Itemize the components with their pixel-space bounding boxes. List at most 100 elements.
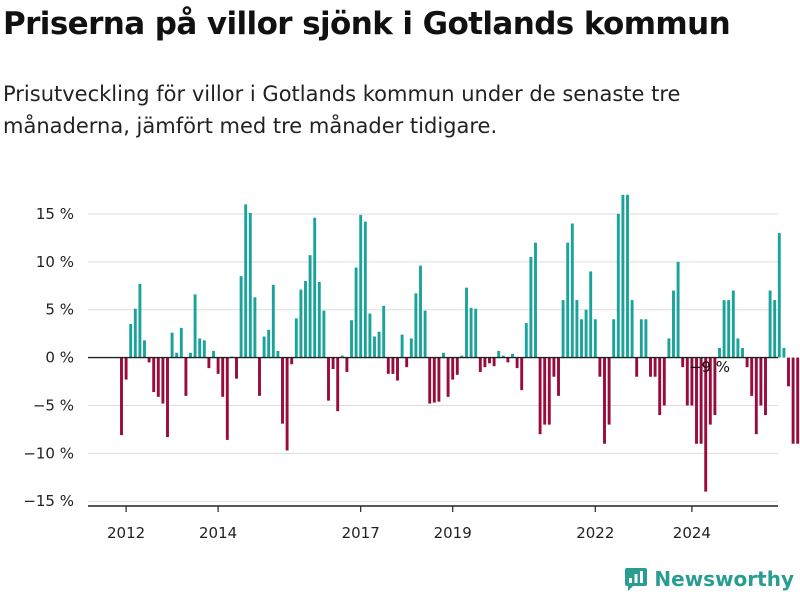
- brand-name: Newsworthy: [654, 567, 794, 591]
- bar: [488, 357, 491, 364]
- bar: [764, 357, 767, 416]
- bar: [506, 357, 510, 363]
- bar: [331, 357, 335, 370]
- bar: [644, 319, 648, 358]
- bar: [768, 290, 772, 358]
- x-tick-label: 2019: [434, 524, 472, 542]
- bar: [317, 281, 321, 358]
- x-tick-label: 2017: [342, 524, 380, 542]
- bar: [731, 290, 735, 358]
- bar: [345, 357, 349, 372]
- y-tick-label: −10 %: [23, 444, 74, 462]
- bar: [713, 357, 717, 416]
- bar: [442, 352, 445, 358]
- bar: [580, 319, 583, 358]
- bar: [304, 280, 307, 358]
- bar: [626, 194, 629, 358]
- bar: [133, 308, 137, 358]
- bar: [193, 294, 197, 358]
- bar: [428, 357, 432, 404]
- bar: [741, 348, 744, 358]
- bar: [782, 348, 786, 358]
- bar: [616, 213, 620, 358]
- bar: [276, 350, 280, 358]
- x-tick-label: 2014: [199, 524, 237, 542]
- bar: [483, 357, 487, 368]
- bar: [437, 357, 441, 402]
- bar: [299, 289, 303, 358]
- bar: [635, 357, 639, 377]
- bar: [515, 357, 519, 369]
- page-title: Priserna på villor sjönk i Gotlands komm…: [3, 6, 731, 42]
- bar: [745, 357, 749, 368]
- bar: [161, 357, 165, 404]
- axes: [88, 356, 778, 512]
- bar: [414, 293, 418, 358]
- bar: [147, 357, 151, 363]
- bars: [120, 194, 800, 492]
- bar: [359, 214, 363, 358]
- bar: [156, 357, 160, 397]
- bar: [598, 357, 602, 377]
- y-tick-label: 15 %: [36, 205, 74, 223]
- bar: [446, 357, 450, 397]
- bar: [501, 355, 505, 358]
- bar: [570, 223, 574, 358]
- bar: [662, 357, 666, 406]
- bar: [262, 336, 266, 358]
- bar: [120, 357, 123, 436]
- bar: [396, 357, 399, 381]
- y-tick-label: 5 %: [45, 301, 74, 319]
- bar: [313, 217, 317, 358]
- bar: [754, 357, 758, 435]
- bar: [405, 357, 409, 368]
- bar: [465, 287, 468, 358]
- bar: [722, 300, 726, 358]
- bar: [607, 357, 611, 425]
- bar: [363, 221, 367, 358]
- bar: [258, 357, 261, 396]
- bar: [791, 357, 795, 444]
- y-tick-label: 10 %: [36, 253, 74, 271]
- bar: [202, 340, 206, 358]
- bar: [138, 283, 142, 358]
- tick-labels: 15 % 10 % 5 % 0 % −5 % −10 % −15 % 2012 2014 2017…: [23, 205, 730, 542]
- bar: [290, 357, 294, 365]
- bar: [294, 318, 298, 358]
- bar: [777, 233, 781, 358]
- x-tick-label: 2012: [107, 524, 145, 542]
- bar: [557, 357, 560, 396]
- bar: [492, 357, 496, 367]
- bar: [593, 319, 597, 358]
- bar: [221, 357, 225, 397]
- bar: [672, 290, 675, 358]
- bar: [773, 300, 777, 358]
- bar: [538, 357, 542, 435]
- bar: [143, 340, 146, 358]
- bar: [170, 332, 174, 358]
- bar: [612, 319, 616, 358]
- bar: [497, 350, 501, 358]
- bar: [524, 323, 528, 358]
- bar: [248, 212, 252, 358]
- bar: [520, 357, 524, 391]
- bar: [281, 357, 284, 424]
- bar: [699, 357, 703, 444]
- bar: [584, 309, 588, 358]
- bar: [239, 276, 243, 358]
- bar: [474, 308, 478, 358]
- brand-logo: Newsworthy: [624, 566, 794, 592]
- page-subtitle: Prisutveckling för villor i Gotlands kom…: [3, 82, 681, 138]
- bar: [419, 265, 422, 358]
- bar: [189, 352, 192, 358]
- bar: [796, 357, 800, 444]
- bar: [391, 357, 395, 374]
- x-tick-label: 2024: [673, 524, 711, 542]
- bar: [681, 357, 685, 368]
- bar: [225, 357, 229, 440]
- bar: [377, 331, 381, 358]
- bar: [658, 357, 662, 416]
- bar: [336, 357, 340, 412]
- y-tick-label: −15 %: [23, 492, 74, 510]
